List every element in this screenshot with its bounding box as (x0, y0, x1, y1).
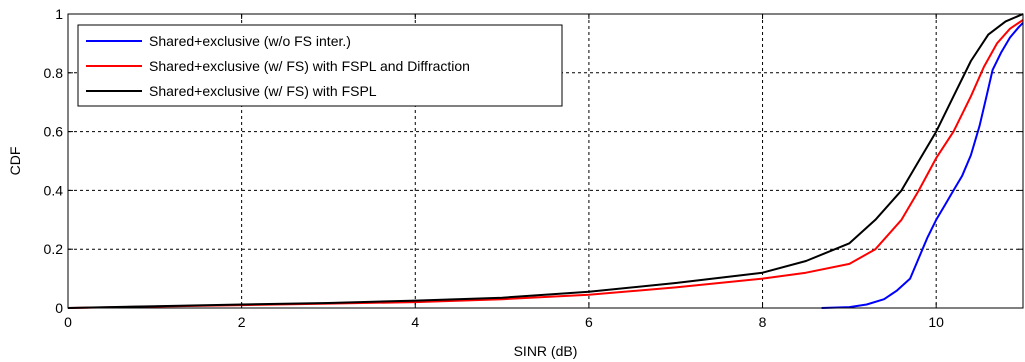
y-tick-label: 0.4 (44, 182, 64, 198)
x-tick-label: 10 (928, 314, 944, 330)
x-tick-label: 8 (759, 314, 767, 330)
x-tick-label: 4 (411, 314, 419, 330)
axes-box (67, 13, 1024, 309)
series-line-3 (67, 13, 1024, 309)
legend-label-1: Shared+exclusive (w/o FS inter.) (149, 33, 351, 49)
legend-label-2: Shared+exclusive (w/ FS) with FSPL and D… (149, 58, 470, 74)
x-tick-label: 2 (238, 314, 246, 330)
y-tick-label: 0.8 (44, 65, 64, 81)
x-tick-label: 6 (585, 314, 593, 330)
y-tick-label: 0.2 (44, 241, 64, 257)
tick-layer: 0 2 4 6 8 10 0 0.2 0.4 0.6 0.8 1 (44, 6, 1023, 330)
legend-label-3: Shared+exclusive (w/ FS) with FSPL (149, 83, 377, 99)
y-tick-label: 0.6 (44, 124, 64, 140)
y-axis-label: CDF (7, 147, 23, 176)
x-tick-label: 0 (64, 314, 72, 330)
y-tick-label: 1 (55, 6, 63, 22)
legend: Shared+exclusive (w/o FS inter.) Shared+e… (77, 24, 563, 107)
series-layer (67, 13, 1024, 309)
x-axis-label: SINR (dB) (514, 343, 578, 359)
legend-box (77, 24, 563, 107)
series-line-1 (821, 22, 1024, 309)
y-tick-label: 0 (55, 300, 63, 316)
